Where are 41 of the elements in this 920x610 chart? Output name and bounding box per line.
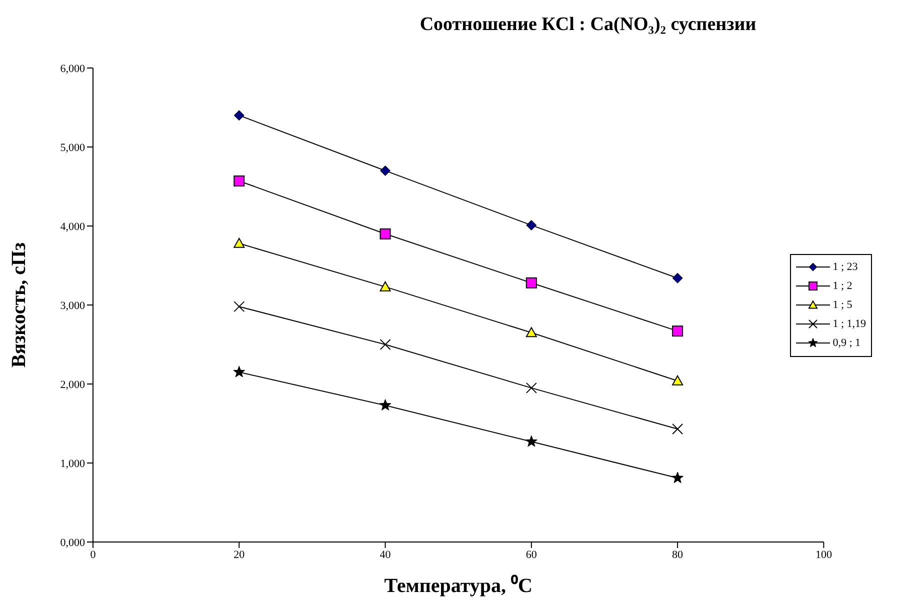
y-tick-label: 4,000: [60, 220, 86, 233]
point: [234, 175, 245, 186]
chart-title: Соотношение КCl : Ca(NO₃)₂ суспензии: [418, 14, 758, 36]
point: [380, 165, 391, 176]
legend-label: 1 ; 23: [832, 261, 858, 273]
point: [525, 435, 538, 447]
point: [234, 301, 245, 312]
x-tick-label: 100: [815, 548, 832, 561]
y-tick-label: 2,000: [60, 378, 86, 391]
y-tick-label: 5,000: [60, 142, 86, 154]
point: [526, 382, 537, 394]
x-tick-label: 20: [234, 548, 246, 561]
x-tick-label: 80: [672, 548, 684, 561]
point: [526, 277, 537, 288]
y-axis-title: Вязкость, сПз: [8, 242, 30, 368]
legend-label: 1 ; 5: [832, 299, 852, 311]
point: [234, 238, 245, 248]
point: [672, 424, 684, 435]
point: [672, 326, 684, 337]
y-tick-label: 6,000: [60, 62, 86, 75]
legend-label: 1 ; 2: [832, 280, 852, 292]
point: [380, 281, 391, 292]
point: [380, 228, 391, 240]
point: [233, 366, 246, 378]
point: [379, 399, 392, 410]
point: [672, 272, 683, 284]
legend-label: 1 ; 1,19: [832, 318, 866, 330]
point: [526, 220, 537, 230]
point: [672, 375, 684, 386]
x-tick-label: 40: [380, 548, 392, 561]
point: [234, 110, 244, 121]
y-tick-label: 3,000: [60, 300, 86, 312]
point: [526, 327, 537, 338]
x-tick-label: 0: [90, 548, 96, 561]
x-tick-label: 60: [526, 548, 538, 561]
y-tick-label: 0,000: [60, 536, 86, 549]
y-tick-label: 1,000: [60, 458, 86, 470]
point: [380, 339, 391, 350]
point: [672, 472, 684, 484]
legend-label: 0,9 ; 1: [832, 337, 860, 349]
x-axis-title: Температура, ⁰C: [384, 574, 532, 597]
